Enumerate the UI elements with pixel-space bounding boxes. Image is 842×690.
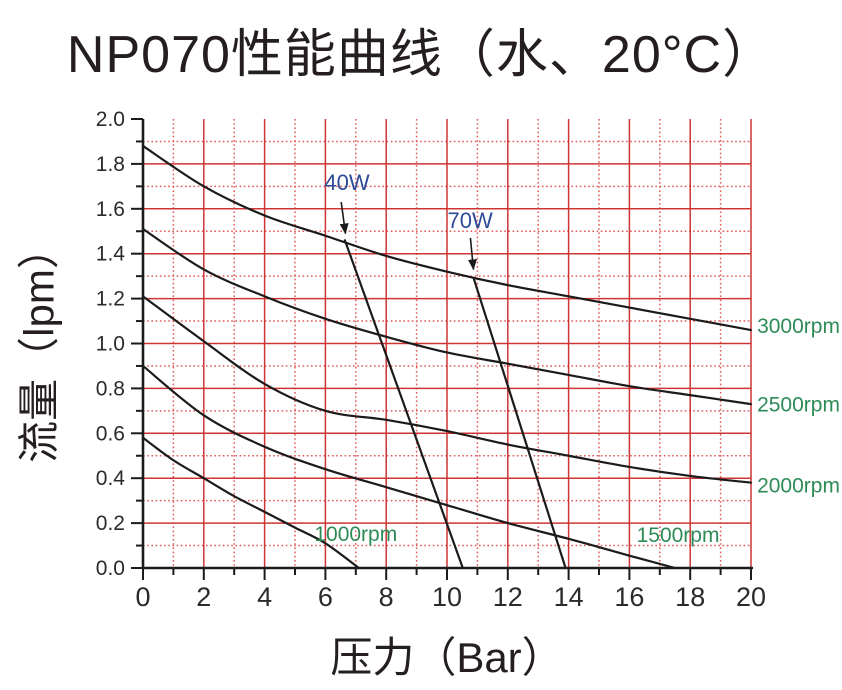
curve-2000rpm bbox=[141, 295, 753, 484]
label-1500rpm: 1500rpm bbox=[637, 524, 720, 547]
power-line-70W bbox=[472, 277, 567, 570]
curve-1000rpm bbox=[141, 436, 360, 570]
y-tick-label: 2.0 bbox=[96, 108, 125, 131]
label-3000rpm: 3000rpm bbox=[757, 315, 840, 338]
annotation-arrow bbox=[468, 237, 477, 271]
x-tick-label: 8 bbox=[379, 582, 394, 612]
y-tick-label: 1.4 bbox=[96, 243, 126, 266]
x-tick-label: 0 bbox=[135, 582, 150, 612]
x-tick-label: 10 bbox=[432, 582, 462, 612]
label-70W: 70W bbox=[447, 208, 492, 233]
x-tick-label: 16 bbox=[614, 582, 644, 612]
y-tick-label: 0.6 bbox=[96, 422, 125, 445]
y-tick-label: 0.2 bbox=[96, 512, 125, 535]
x-tick-label: 2 bbox=[196, 582, 211, 612]
x-axis-title: 压力（Bar） bbox=[330, 634, 564, 681]
x-tick-label: 14 bbox=[554, 582, 584, 612]
curve-2500rpm bbox=[141, 227, 753, 406]
x-tick-label: 18 bbox=[675, 582, 705, 612]
label-1000rpm: 1000rpm bbox=[314, 523, 397, 546]
x-tick-label: 20 bbox=[736, 582, 766, 612]
label-2000rpm: 2000rpm bbox=[757, 474, 840, 497]
x-tick-label: 6 bbox=[318, 582, 333, 612]
y-tick-label: 1.2 bbox=[96, 288, 125, 311]
y-tick-label: 0.4 bbox=[96, 467, 126, 490]
label-2500rpm: 2500rpm bbox=[757, 394, 840, 417]
curve-3000rpm bbox=[141, 144, 753, 332]
chart-title: NP070性能曲线（水、20°C） bbox=[66, 26, 776, 84]
label-40W: 40W bbox=[324, 170, 369, 195]
x-tick-label: 4 bbox=[257, 582, 272, 612]
y-tick-label: 1.0 bbox=[96, 333, 125, 356]
annotation-arrow bbox=[339, 201, 349, 235]
x-tick-label: 12 bbox=[493, 582, 523, 612]
curve-1500rpm bbox=[141, 364, 677, 570]
y-tick-label: 1.8 bbox=[96, 153, 125, 176]
y-tick-label: 0.0 bbox=[96, 557, 125, 580]
power-line-40W bbox=[343, 239, 464, 570]
y-tick-label: 1.6 bbox=[96, 198, 125, 221]
y-tick-label: 0.8 bbox=[96, 377, 125, 400]
